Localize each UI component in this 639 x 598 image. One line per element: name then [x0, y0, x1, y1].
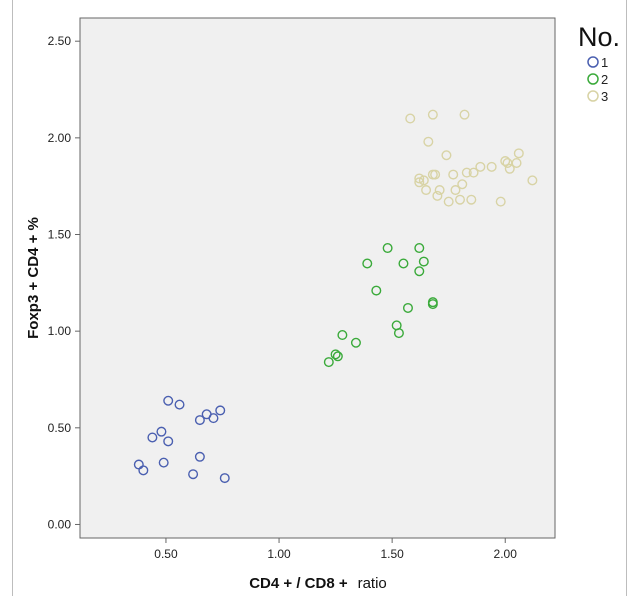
data-point [423, 136, 434, 147]
data-point [468, 167, 479, 178]
data-point [527, 175, 538, 186]
data-point [362, 258, 373, 269]
x-tick-label: 0.50 [154, 547, 178, 561]
data-point [163, 395, 174, 406]
data-point [414, 177, 425, 188]
data-point [156, 426, 167, 437]
legend-label: 2 [601, 72, 608, 87]
data-point [461, 167, 472, 178]
legend-marker [587, 73, 599, 85]
data-point [332, 351, 343, 362]
data-point [457, 179, 468, 190]
data-point [414, 173, 425, 184]
y-tick-label: 1.50 [48, 228, 72, 242]
data-point [323, 357, 334, 368]
y-axis-title: Foxp3 + CD4 + % [25, 217, 42, 339]
data-point [475, 161, 486, 172]
data-point [208, 413, 219, 424]
data-point [418, 175, 429, 186]
legend-title: No. [578, 22, 620, 52]
y-tick-label: 0.00 [48, 517, 72, 531]
x-axis-title: CD4 + / CD8 + ratio [249, 575, 387, 592]
plot-area [79, 17, 556, 539]
data-point [337, 330, 348, 341]
data-point [427, 109, 438, 120]
y-tick-label: 0.50 [48, 421, 72, 435]
legend-marker [587, 90, 599, 102]
data-point [393, 328, 404, 339]
data-point [455, 194, 466, 205]
data-point [158, 457, 169, 468]
data-point [402, 302, 413, 313]
data-point [430, 169, 441, 180]
x-axis-title-plain: ratio [358, 575, 387, 592]
x-axis: 0.50 1.00 1.50 2.00 [154, 538, 517, 561]
data-point [466, 194, 477, 205]
data-point [414, 266, 425, 277]
data-point [495, 196, 506, 207]
data-point [371, 285, 382, 296]
y-axis: 0.00 0.50 1.00 1.50 2.00 2.50 [48, 34, 80, 531]
data-point [138, 465, 149, 476]
data-point [398, 258, 409, 269]
legend-marker [587, 56, 599, 68]
data-point [215, 405, 226, 416]
data-point [382, 243, 393, 254]
data-point [459, 109, 470, 120]
legend-label: 3 [601, 89, 608, 104]
data-point [500, 156, 511, 167]
data-point [511, 157, 522, 168]
legend: No. 1 2 3 [578, 22, 620, 104]
x-axis-title-bold: CD4 + / CD8 + [249, 575, 348, 592]
data-point [350, 337, 361, 348]
data-point [421, 185, 432, 196]
y-tick-label: 1.00 [48, 324, 72, 338]
data-point [414, 243, 425, 254]
data-point [405, 113, 416, 124]
data-point [443, 196, 454, 207]
series-3 [405, 109, 538, 207]
data-point [194, 451, 205, 462]
data-point [194, 415, 205, 426]
data-point [163, 436, 174, 447]
y-tick-label: 2.00 [48, 131, 72, 145]
data-point [427, 299, 438, 310]
data-point [504, 163, 515, 174]
data-point [450, 185, 461, 196]
data-point [434, 185, 445, 196]
data-point [219, 473, 230, 484]
series-1 [133, 395, 230, 484]
data-points [133, 109, 538, 484]
data-point [513, 148, 524, 159]
data-point [432, 190, 443, 201]
legend-label: 1 [601, 55, 608, 70]
data-point [418, 256, 429, 267]
data-point [174, 399, 185, 410]
data-point [147, 432, 158, 443]
series-2 [323, 243, 438, 368]
data-point [448, 169, 459, 180]
data-point [188, 469, 199, 480]
x-tick-label: 1.50 [380, 547, 404, 561]
data-point [486, 161, 497, 172]
x-tick-label: 2.00 [494, 547, 518, 561]
y-tick-label: 2.50 [48, 34, 72, 48]
data-point [441, 150, 452, 161]
x-tick-label: 1.00 [267, 547, 291, 561]
data-point [330, 349, 341, 360]
